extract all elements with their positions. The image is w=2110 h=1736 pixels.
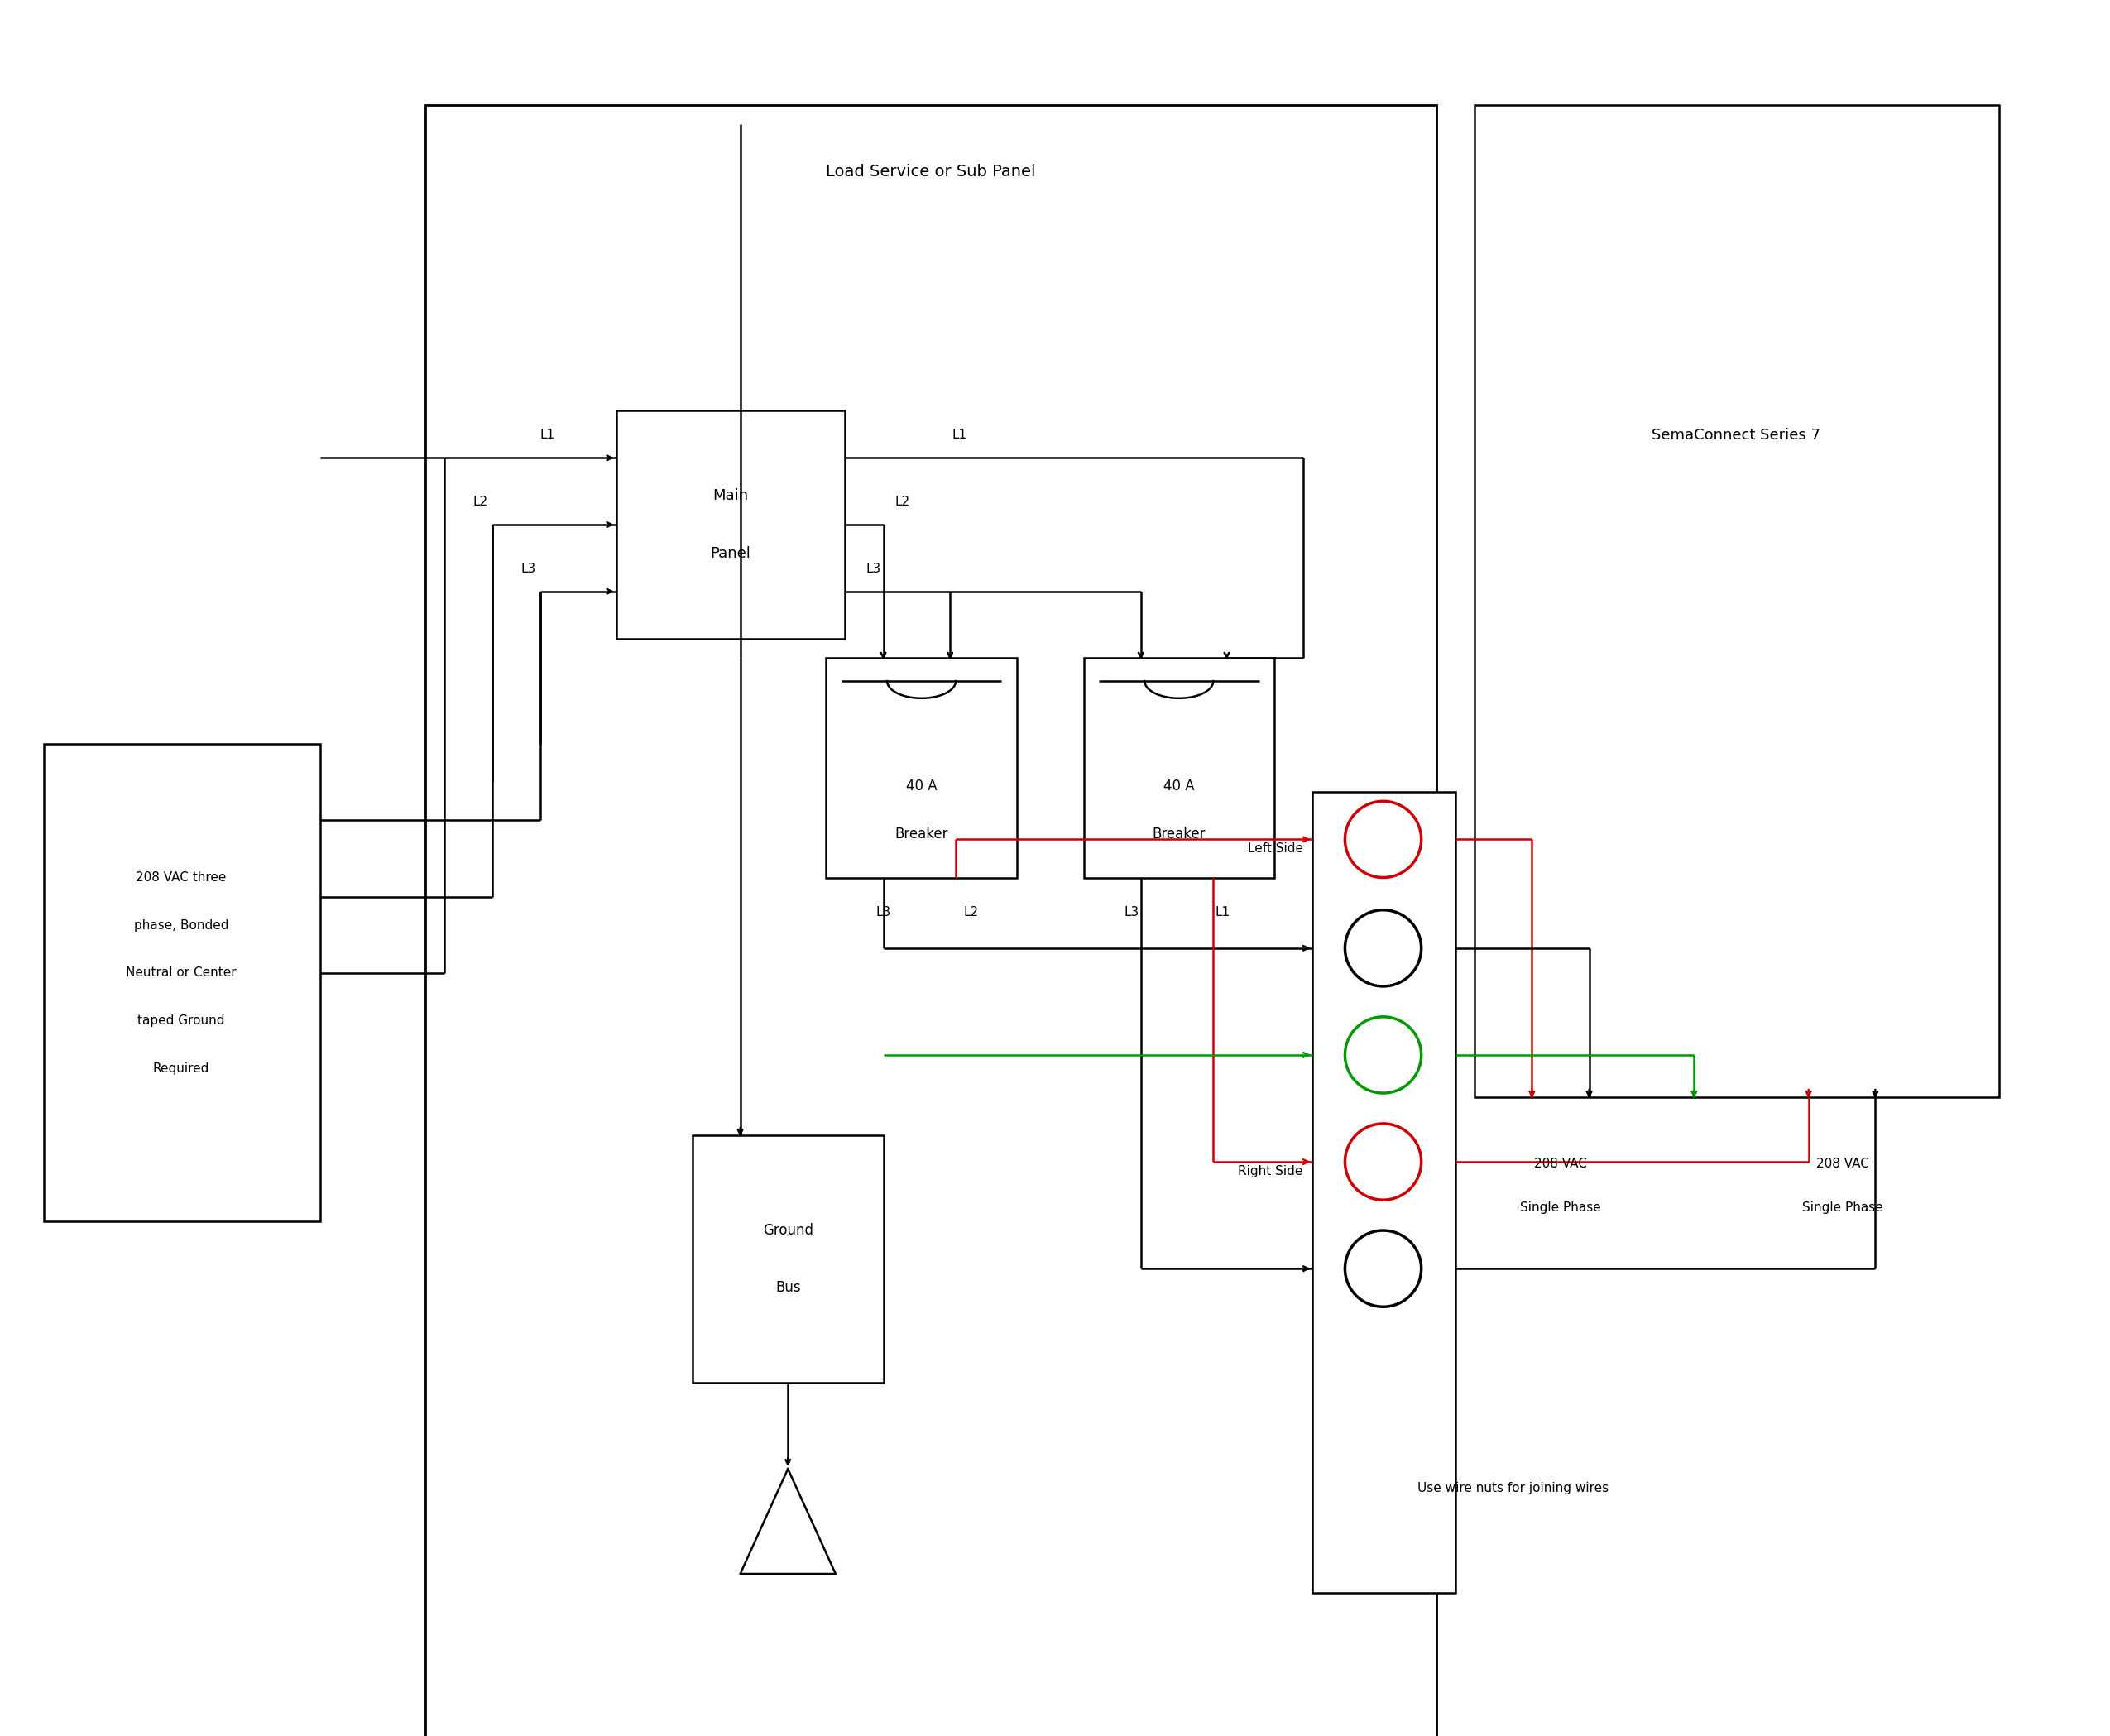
Circle shape <box>1344 802 1422 877</box>
Circle shape <box>1344 1231 1422 1307</box>
Text: Ground: Ground <box>762 1224 812 1238</box>
Text: L3: L3 <box>521 562 536 575</box>
Bar <box>827 658 1017 877</box>
Bar <box>1475 104 2000 1097</box>
Text: phase, Bonded: phase, Bonded <box>133 918 228 932</box>
Text: L1: L1 <box>540 429 555 441</box>
Text: L3: L3 <box>1125 906 1139 918</box>
Circle shape <box>1344 1017 1422 1094</box>
Text: taped Ground: taped Ground <box>137 1014 226 1026</box>
Bar <box>692 1135 884 1384</box>
Text: Left Side: Left Side <box>1247 842 1304 856</box>
Text: L3: L3 <box>867 562 882 575</box>
Text: 40 A: 40 A <box>905 778 937 793</box>
Bar <box>426 104 1437 1736</box>
Text: 208 VAC: 208 VAC <box>1534 1158 1587 1170</box>
Text: Breaker: Breaker <box>1152 826 1205 842</box>
Bar <box>44 745 321 1220</box>
Bar <box>1085 658 1274 877</box>
Circle shape <box>1344 910 1422 986</box>
Text: 40 A: 40 A <box>1163 778 1194 793</box>
Text: Breaker: Breaker <box>895 826 947 842</box>
Text: L2: L2 <box>895 495 909 509</box>
Text: L2: L2 <box>964 906 979 918</box>
Text: Bus: Bus <box>774 1279 800 1295</box>
Text: Single Phase: Single Phase <box>1802 1201 1884 1213</box>
Text: L1: L1 <box>952 429 966 441</box>
Text: Neutral or Center: Neutral or Center <box>127 967 236 979</box>
Text: Main: Main <box>713 488 749 503</box>
Text: L2: L2 <box>473 495 487 509</box>
Text: Load Service or Sub Panel: Load Service or Sub Panel <box>827 163 1036 179</box>
Text: Single Phase: Single Phase <box>1519 1201 1601 1213</box>
Text: Panel: Panel <box>711 545 751 561</box>
Text: 208 VAC: 208 VAC <box>1817 1158 1869 1170</box>
Text: 208 VAC three: 208 VAC three <box>135 871 226 884</box>
Text: L1: L1 <box>1215 906 1230 918</box>
Text: Use wire nuts for joining wires: Use wire nuts for joining wires <box>1418 1483 1608 1495</box>
Text: SemaConnect Series 7: SemaConnect Series 7 <box>1652 427 1821 443</box>
Text: L3: L3 <box>876 906 890 918</box>
Circle shape <box>1344 1123 1422 1200</box>
Text: Right Side: Right Side <box>1239 1165 1304 1177</box>
Bar <box>616 410 846 639</box>
Bar <box>1312 792 1456 1594</box>
Text: Required: Required <box>154 1062 209 1075</box>
